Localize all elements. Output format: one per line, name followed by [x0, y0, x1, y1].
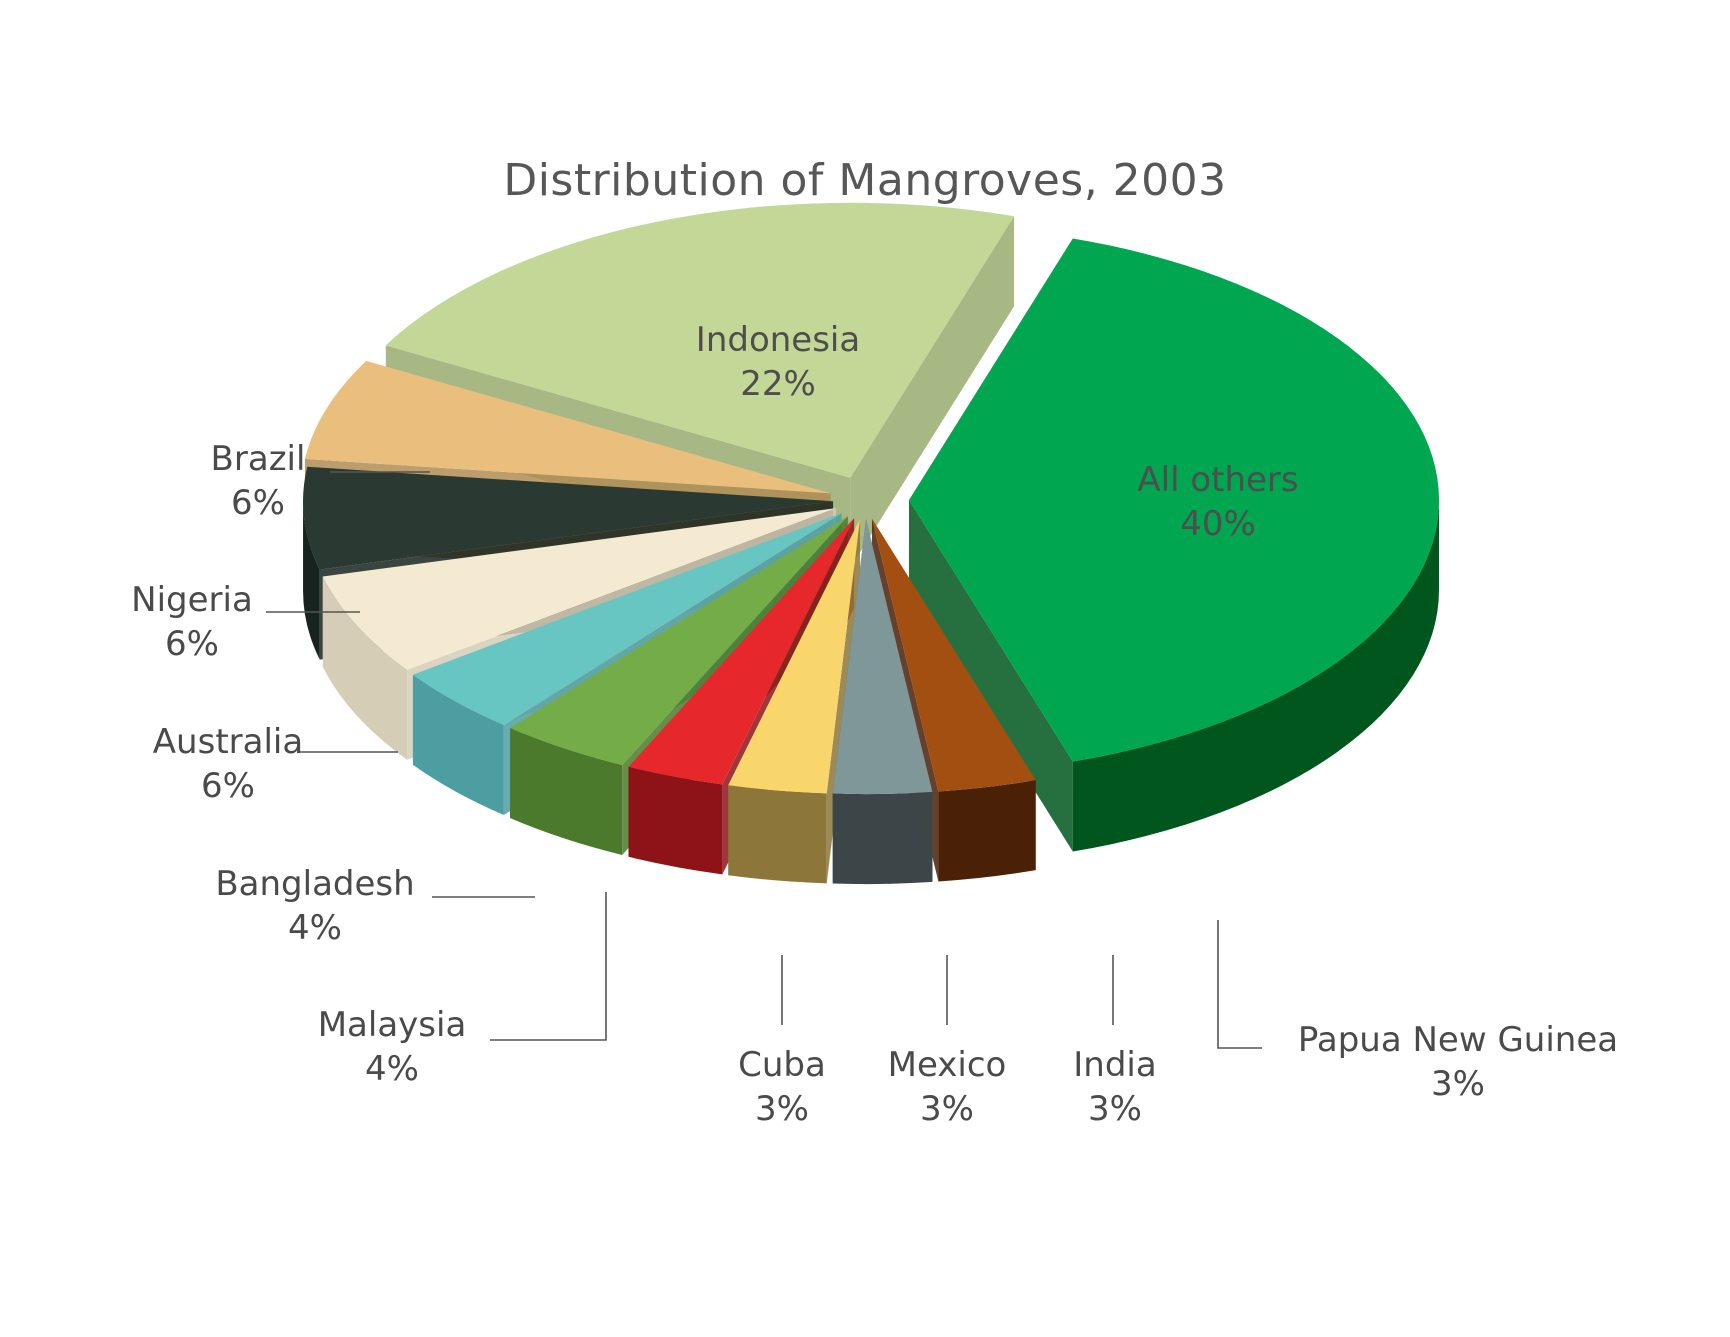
slice-label-brazil: Brazil 6%	[211, 437, 306, 525]
pie-slice-indonesia	[385, 202, 1015, 478]
pie-slice-side-bangladesh	[412, 674, 504, 815]
pie-slice-brazil	[304, 360, 831, 494]
slice-name-mexico: Mexico	[887, 1045, 1007, 1085]
slice-value-cuba: 3%	[755, 1089, 809, 1129]
pie-slice-australia	[322, 508, 837, 670]
leader-line-malaysia	[490, 892, 607, 1041]
slice-value-papua-new-guinea: 3%	[1431, 1064, 1485, 1104]
slice-value-all-others: 40%	[1180, 504, 1256, 544]
pie-slice-all-others	[909, 238, 1439, 762]
slice-name-nigeria: Nigeria	[131, 580, 253, 620]
slice-label-australia: Australia 6%	[153, 720, 303, 808]
pie-slice-nigeria	[303, 466, 834, 570]
slice-name-papua-new-guinea: Papua New Guinea	[1297, 1020, 1619, 1060]
pie-slice-side-papua-new-guinea	[938, 780, 1036, 882]
pie-slice-bangladesh	[412, 513, 842, 725]
slice-label-cuba: Cuba 3%	[738, 1043, 826, 1131]
slice-value-bangladesh: 4%	[288, 908, 342, 948]
pie-slice-face-indonesia	[850, 216, 1015, 568]
slice-value-malaysia: 4%	[365, 1049, 419, 1089]
slice-value-nigeria: 6%	[165, 624, 219, 664]
pie-slice-cuba	[628, 517, 855, 785]
pie-slice-side-all-others	[1072, 500, 1439, 852]
slice-label-mexico: Mexico 3%	[888, 1043, 1007, 1131]
slice-value-indonesia: 22%	[740, 364, 816, 404]
pie-slice-mexico	[728, 518, 860, 794]
pie-slice-side-mexico	[728, 785, 827, 884]
slice-name-malaysia: Malaysia	[317, 1005, 467, 1045]
pie-slice-face-all-others	[909, 500, 1073, 852]
pie-slice-malaysia	[510, 516, 848, 765]
slice-name-cuba: Cuba	[738, 1045, 826, 1085]
slice-name-australia: Australia	[152, 722, 304, 762]
pie-slice-side-nigeria	[303, 501, 320, 660]
slice-label-india: India 3%	[1073, 1043, 1156, 1131]
slice-name-india: India	[1073, 1045, 1157, 1085]
slice-name-brazil: Brazil	[210, 439, 306, 479]
pie-slice-side-cuba	[628, 766, 723, 875]
slice-label-papua-new-guinea: Papua New Guinea 3%	[1298, 1018, 1618, 1106]
slice-name-bangladesh: Bangladesh	[215, 864, 415, 904]
pie-slice-side-australia	[322, 576, 408, 760]
pie-slice-side-india	[832, 791, 933, 885]
slice-label-malaysia: Malaysia 4%	[318, 1003, 467, 1091]
slice-label-bangladesh: Bangladesh 4%	[215, 862, 414, 950]
slice-value-australia: 6%	[201, 766, 255, 806]
pie-slice-side-malaysia	[510, 728, 623, 855]
chart-title: Distribution of Mangroves, 2003	[503, 155, 1227, 206]
slice-value-mexico: 3%	[920, 1089, 974, 1129]
slice-name-all-others: All others	[1137, 460, 1299, 500]
slice-label-indonesia: Indonesia 22%	[696, 318, 860, 406]
slice-label-nigeria: Nigeria 6%	[131, 578, 253, 666]
slice-value-brazil: 6%	[231, 483, 285, 523]
slice-label-all-others: All others 40%	[1137, 458, 1298, 546]
slice-value-india: 3%	[1088, 1089, 1142, 1129]
pie-slice-india	[832, 519, 933, 795]
slice-name-indonesia: Indonesia	[695, 320, 861, 360]
pie-slice-papua-new-guinea	[871, 518, 1036, 792]
leader-line-papua-new-guinea	[1217, 920, 1262, 1049]
